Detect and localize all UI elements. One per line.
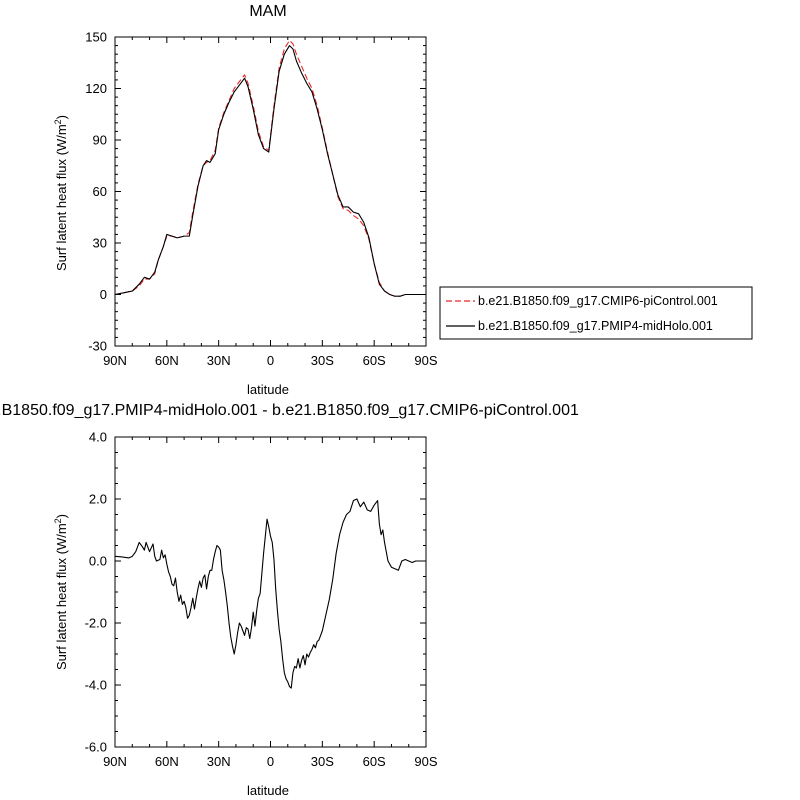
panel2-yaxis-label: Surf latent heat flux (W/m2) bbox=[53, 514, 69, 670]
panel2-plot: -6.0 -4.0 -2.0 0.0 2.0 4.0 90N 60N 30N 0 30S 60S 90S bbox=[85, 430, 438, 770]
panel1-xtick-label: 90N bbox=[103, 353, 127, 368]
panel2-xtick-label: 90S bbox=[414, 754, 437, 769]
panel2-xtick-label: 0 bbox=[267, 754, 274, 769]
panel1-ytick-label: 60 bbox=[93, 184, 107, 199]
panel2-title: b.e21.B1850.f09_g17.PMIP4-midHolo.001 - … bbox=[0, 402, 579, 419]
legend-label-picontrol: b.e21.B1850.f09_g17.CMIP6-piControl.001 bbox=[478, 294, 718, 308]
panel1-xtick-label: 60S bbox=[363, 353, 386, 368]
panel1-xaxis-label: latitude bbox=[247, 382, 289, 397]
panel2-ytick-label: -6.0 bbox=[85, 740, 107, 755]
panel2-ytick-label: -2.0 bbox=[85, 616, 107, 631]
panel1-title: MAM bbox=[249, 3, 286, 20]
panel2-ytick-label: 2.0 bbox=[89, 492, 107, 507]
panel2-frame bbox=[114, 436, 427, 748]
panel2-xtick-label: 60S bbox=[363, 754, 386, 769]
panel2-series-line-0 bbox=[114, 498, 426, 689]
panel1-legend: b.e21.B1850.f09_g17.CMIP6-piControl.001 … bbox=[439, 286, 753, 340]
panel1-xtick-label: 60N bbox=[155, 353, 179, 368]
panel2-xtick-label: 90N bbox=[103, 754, 127, 769]
panel1-xtick-label: 90S bbox=[414, 353, 437, 368]
panel1-series-line-1 bbox=[114, 45, 426, 297]
panel2-xtick-label: 30N bbox=[207, 754, 231, 769]
panel1-ytick-label: 30 bbox=[93, 236, 107, 251]
panel1-ytick-label: 150 bbox=[85, 30, 107, 45]
panel2-ytick-label: 0.0 bbox=[89, 554, 107, 569]
panel1-yaxis-label: Surf latent heat flux (W/m2) bbox=[53, 115, 69, 271]
legend-box bbox=[439, 286, 753, 340]
panel1-ytick-label: 120 bbox=[85, 81, 107, 96]
panel1-ytick-label: 90 bbox=[93, 133, 107, 148]
panel1-xtick-label: 0 bbox=[267, 353, 274, 368]
panel1-xtick-label: 30N bbox=[207, 353, 231, 368]
panel1-plot: -30 0 30 60 90 120 150 90N 60N 30N 0 30S 60S 90S bbox=[85, 30, 438, 369]
panel2-xtick-label: 30S bbox=[311, 754, 334, 769]
panel2-ytick-label: -4.0 bbox=[85, 678, 107, 693]
panel1-ytick-label: 0 bbox=[100, 287, 107, 302]
panel2-xtick-label: 60N bbox=[155, 754, 179, 769]
panel2-xaxis-label: latitude bbox=[247, 783, 289, 798]
panel2-ytick-label: 4.0 bbox=[89, 430, 107, 445]
panel1-frame bbox=[114, 36, 427, 347]
panel1-xtick-label: 30S bbox=[311, 353, 334, 368]
legend-label-midholo: b.e21.B1850.f09_g17.PMIP4-midHolo.001 bbox=[478, 319, 713, 333]
panel1-series-line-0 bbox=[114, 39, 426, 297]
panel1-ytick-label: -30 bbox=[88, 339, 107, 354]
